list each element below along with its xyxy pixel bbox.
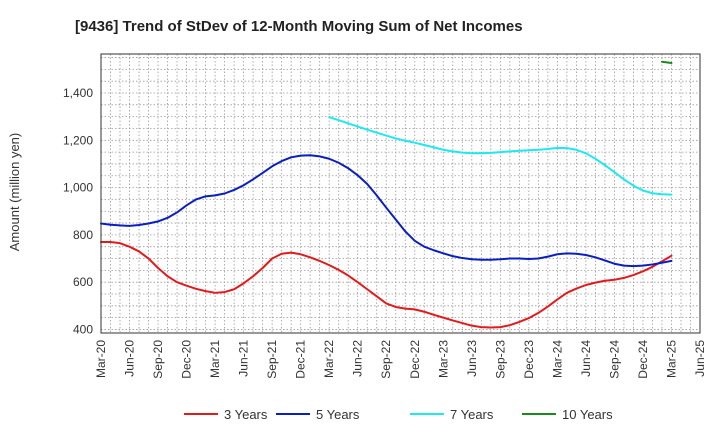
series-layer: [100, 60, 673, 329]
y-axis-label: Amount (million yen): [7, 133, 22, 252]
y-tick-label: 1,200: [63, 133, 93, 147]
series-line-3-years: [100, 240, 673, 329]
x-tick-label: Sep-22: [379, 340, 393, 379]
x-tick-label: Mar-24: [550, 340, 564, 378]
x-tick-label: Jun-22: [351, 340, 365, 377]
y-tick-labels: 400 600 800 1,000 1,200 1,400: [63, 86, 93, 336]
y-tick-label: 1,000: [63, 181, 93, 195]
x-tick-label: Dec-20: [180, 340, 194, 379]
x-tick-label: Sep-23: [493, 340, 507, 379]
x-tick-label: Mar-22: [322, 340, 336, 378]
legend-label: 3 Years: [224, 407, 268, 422]
legend-label: 7 Years: [450, 407, 494, 422]
x-tick-labels: Mar-20 Jun-20 Sep-20 Dec-20 Mar-21 Jun-21 Sep-…: [94, 340, 707, 379]
x-tick-label: Mar-21: [208, 340, 222, 378]
series-line-5-years: [100, 154, 673, 268]
legend-item-3-years: 3 Years: [184, 407, 268, 422]
x-tick-label: Dec-22: [408, 340, 422, 379]
legend-item-7-years: 7 Years: [410, 407, 494, 422]
series-line-7-years: [328, 116, 673, 196]
x-tick-label: Dec-23: [522, 340, 536, 379]
x-tick-label: Mar-20: [94, 340, 108, 378]
x-tick-label: Dec-24: [636, 340, 650, 379]
y-tick-label: 600: [73, 275, 93, 289]
series-line-10-years: [660, 60, 673, 64]
x-tick-label: Sep-24: [607, 340, 621, 379]
x-tick-label: Jun-24: [579, 340, 593, 377]
legend-item-5-years: 5 Years: [276, 407, 360, 422]
x-tick-label: Mar-25: [664, 340, 678, 378]
plot-frame: [100, 53, 701, 334]
x-tick-label: Sep-20: [151, 340, 165, 379]
legend-label: 5 Years: [316, 407, 360, 422]
grid-layer: [101, 54, 700, 333]
y-tick-label: 1,400: [63, 86, 93, 100]
x-tick-label: Jun-21: [237, 340, 251, 377]
y-tick-label: 400: [73, 322, 93, 336]
x-tick-label: Jun-20: [123, 340, 137, 377]
legend: 3 Years 5 Years 7 Years 10 Years: [184, 407, 613, 422]
x-tick-label: Jun-23: [465, 340, 479, 377]
x-tick-label: Mar-23: [436, 340, 450, 378]
legend-label: 10 Years: [562, 407, 613, 422]
x-tick-label: Sep-21: [265, 340, 279, 379]
x-tick-label: Dec-21: [294, 340, 308, 379]
chart-title: [9436] Trend of StDev of 12-Month Moving…: [75, 18, 523, 35]
x-tick-label: Jun-25: [693, 340, 707, 377]
y-tick-label: 800: [73, 228, 93, 242]
legend-item-10-years: 10 Years: [522, 407, 613, 422]
